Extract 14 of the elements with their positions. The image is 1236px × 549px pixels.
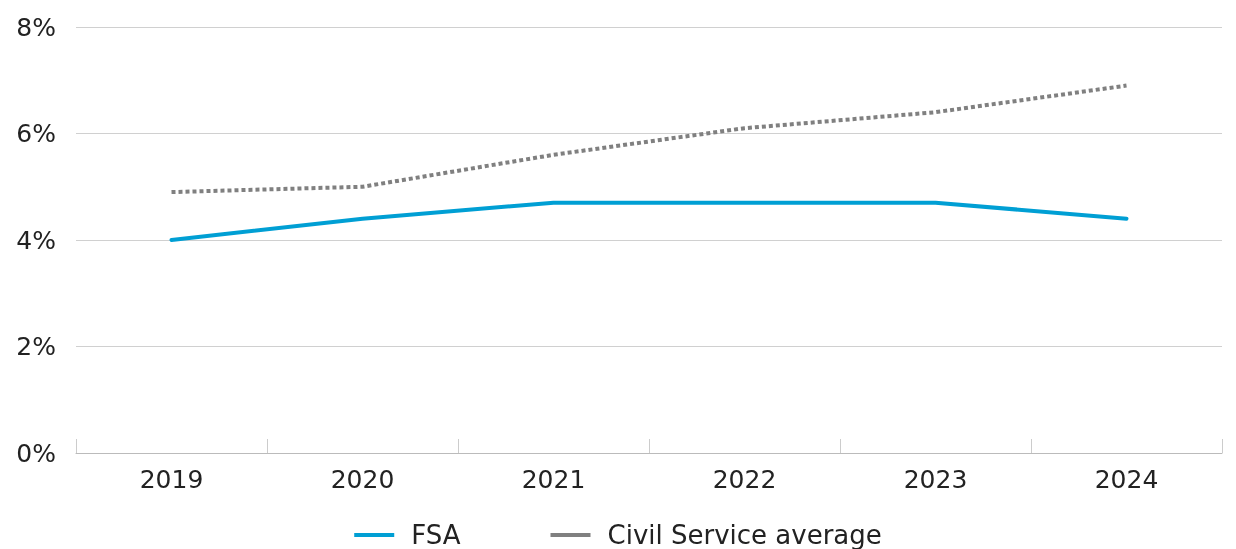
legend-label: FSA	[411, 520, 461, 549]
y-tick-label: 8%	[16, 12, 56, 42]
line-series	[169, 83, 1129, 195]
x-tick-label: 2021	[521, 465, 586, 494]
x-tick-label: 2019	[139, 465, 204, 494]
y-tick-label: 6%	[16, 119, 56, 148]
y-tick-label: 4%	[16, 225, 56, 255]
legend-label: Civil Service average	[607, 520, 882, 549]
x-tick-label: 2020	[330, 465, 395, 494]
x-tick-label: 2022	[712, 465, 777, 494]
x-tick-label: 2023	[903, 465, 968, 494]
x-tick-label: 2024	[1094, 465, 1159, 494]
y-tick-label: 0%	[16, 438, 56, 468]
y-tick-label: 2%	[16, 332, 56, 361]
